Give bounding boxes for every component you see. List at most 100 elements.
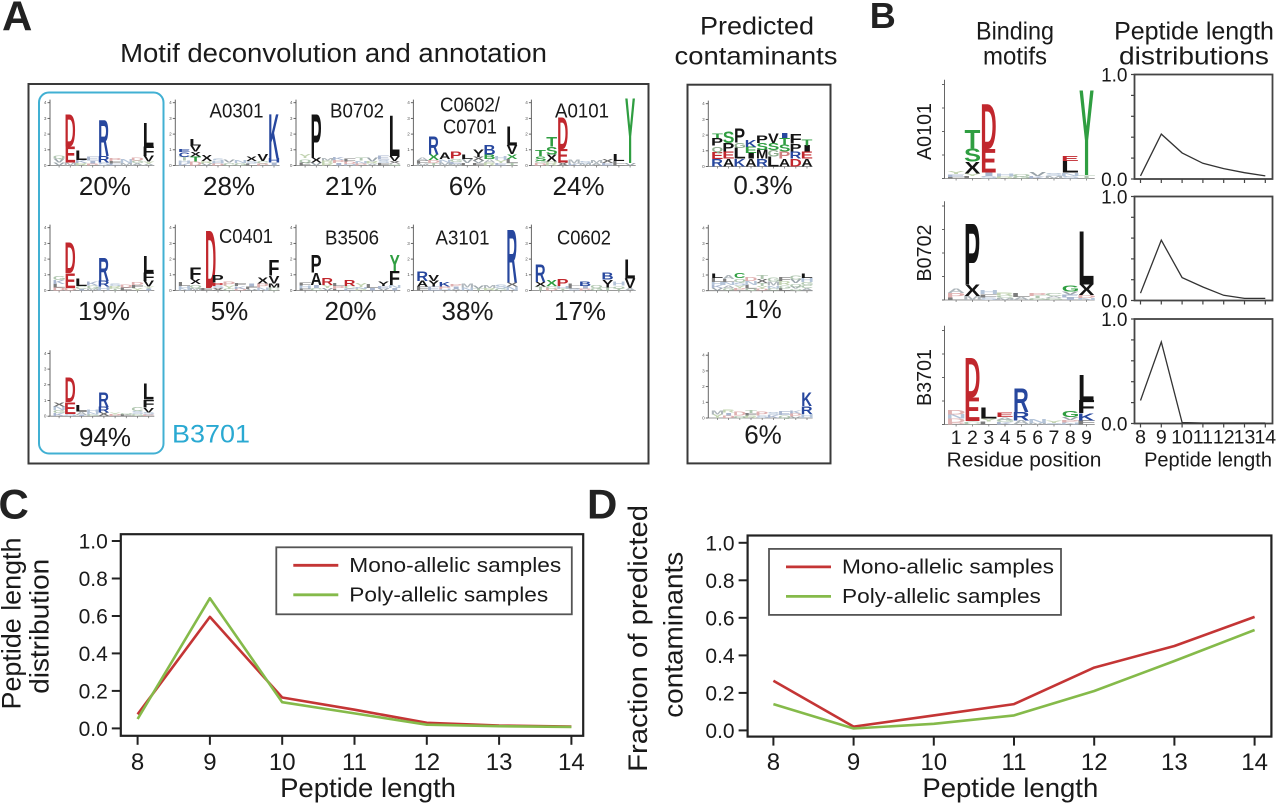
svg-text:I: I xyxy=(334,163,343,167)
svg-text:19%: 19% xyxy=(78,296,130,326)
svg-text:D: D xyxy=(964,346,980,411)
svg-text:B: B xyxy=(579,279,591,287)
svg-text:L: L xyxy=(389,105,400,170)
svg-text:X: X xyxy=(507,153,519,161)
svg-text:3: 3 xyxy=(702,241,705,246)
svg-text:H: H xyxy=(178,160,192,165)
svg-text:contaminants: contaminants xyxy=(675,42,838,71)
svg-text:D: D xyxy=(63,287,77,291)
svg-text:C0602/: C0602/ xyxy=(440,95,501,117)
svg-text:L: L xyxy=(332,289,346,292)
svg-text:V: V xyxy=(53,161,65,166)
svg-text:C: C xyxy=(131,406,144,412)
svg-text:P: P xyxy=(108,157,122,162)
svg-text:S: S xyxy=(768,142,780,153)
svg-text:G: G xyxy=(495,288,508,292)
svg-text:Q: Q xyxy=(745,288,758,291)
svg-text:T: T xyxy=(965,124,981,155)
svg-text:3: 3 xyxy=(44,241,47,246)
svg-text:R: R xyxy=(416,269,428,284)
svg-text:Q: Q xyxy=(590,284,603,289)
svg-text:M: M xyxy=(268,283,280,289)
svg-text:R: R xyxy=(98,154,110,165)
svg-text:H: H xyxy=(211,161,225,164)
svg-text:M: M xyxy=(449,164,462,166)
svg-text:P: P xyxy=(438,286,451,290)
svg-text:X: X xyxy=(212,288,224,292)
svg-text:L: L xyxy=(177,281,191,288)
svg-text:5%: 5% xyxy=(211,296,249,326)
svg-text:M: M xyxy=(483,284,496,289)
svg-text:X: X xyxy=(98,411,110,418)
svg-text:E: E xyxy=(722,150,734,162)
svg-text:M: M xyxy=(120,162,133,166)
svg-text:V: V xyxy=(53,157,65,164)
svg-text:T: T xyxy=(613,288,626,291)
svg-text:L: L xyxy=(1061,158,1079,177)
svg-text:I: I xyxy=(982,172,996,177)
svg-text:P: P xyxy=(946,292,965,299)
svg-text:S: S xyxy=(212,285,225,289)
svg-text:E: E xyxy=(801,150,813,162)
svg-text:L: L xyxy=(612,163,626,166)
svg-text:10: 10 xyxy=(920,749,947,776)
svg-text:11: 11 xyxy=(1002,749,1027,776)
svg-text:L: L xyxy=(733,145,745,162)
svg-text:G: G xyxy=(590,287,603,291)
svg-text:X: X xyxy=(257,276,268,285)
svg-text:R: R xyxy=(995,292,1015,297)
svg-text:I: I xyxy=(368,287,377,291)
svg-text:F: F xyxy=(415,160,429,164)
svg-text:A: A xyxy=(366,163,379,166)
svg-text:P: P xyxy=(733,288,746,292)
svg-text:L: L xyxy=(1011,292,1031,298)
svg-text:A: A xyxy=(779,157,791,169)
svg-text:A0101: A0101 xyxy=(555,100,609,123)
svg-text:S: S xyxy=(131,411,144,416)
svg-text:H: H xyxy=(438,288,452,291)
svg-text:X: X xyxy=(965,281,981,300)
svg-text:0.2: 0.2 xyxy=(705,682,734,705)
svg-text:4: 4 xyxy=(525,225,528,230)
svg-text:A: A xyxy=(801,287,813,292)
svg-text:N: N xyxy=(354,160,368,164)
svg-text:F: F xyxy=(119,287,133,292)
svg-text:K: K xyxy=(767,414,781,419)
svg-text:V: V xyxy=(1062,416,1080,421)
svg-text:H: H xyxy=(711,281,725,286)
svg-text:G: G xyxy=(1062,410,1080,419)
svg-text:K: K xyxy=(439,281,451,289)
svg-text:E: E xyxy=(964,391,980,429)
svg-text:P: P xyxy=(778,150,790,161)
svg-text:K: K xyxy=(789,409,803,415)
svg-text:S: S xyxy=(568,288,581,291)
svg-text:P: P xyxy=(756,133,768,146)
svg-text:4: 4 xyxy=(407,225,410,230)
svg-text:L: L xyxy=(778,288,792,292)
svg-text:M: M xyxy=(86,288,99,291)
svg-text:2: 2 xyxy=(290,257,293,262)
svg-text:L: L xyxy=(946,296,966,300)
svg-text:B: B xyxy=(870,0,896,36)
svg-text:K: K xyxy=(52,412,66,417)
svg-text:R: R xyxy=(711,156,723,169)
svg-text:9: 9 xyxy=(1156,427,1167,449)
svg-text:K: K xyxy=(86,281,100,287)
svg-text:1: 1 xyxy=(525,272,528,277)
svg-text:S: S xyxy=(980,176,998,180)
svg-text:1: 1 xyxy=(525,147,528,152)
svg-text:A: A xyxy=(722,274,734,281)
svg-text:E: E xyxy=(711,150,723,162)
svg-text:G: G xyxy=(1062,284,1080,293)
svg-text:C: C xyxy=(545,285,558,289)
svg-text:C: C xyxy=(256,160,269,164)
svg-text:0.3%: 0.3% xyxy=(733,170,792,200)
svg-text:4: 4 xyxy=(1000,427,1011,449)
svg-text:G: G xyxy=(734,141,746,150)
svg-text:F: F xyxy=(298,281,312,286)
svg-text:13: 13 xyxy=(1234,427,1256,449)
svg-text:L: L xyxy=(979,421,999,426)
svg-text:S: S xyxy=(980,297,998,301)
svg-text:1: 1 xyxy=(169,147,172,152)
svg-text:C: C xyxy=(223,288,236,291)
